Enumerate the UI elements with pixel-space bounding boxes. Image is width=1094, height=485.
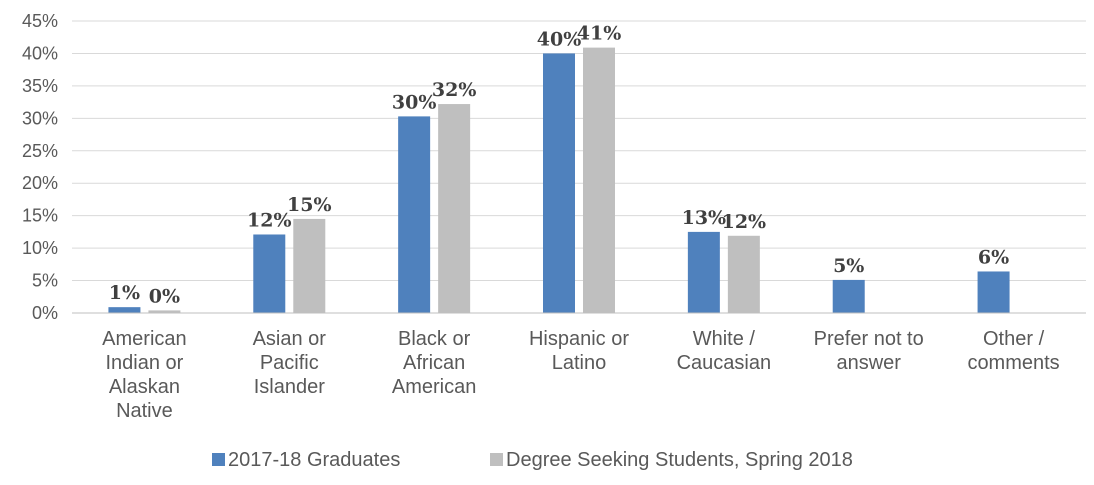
y-tick-label: 45%: [22, 11, 58, 31]
y-tick-label: 20%: [22, 173, 58, 193]
data-label: 1%: [109, 282, 140, 304]
y-tick-label: 15%: [22, 206, 58, 226]
bar: [293, 218, 326, 313]
bar: [438, 104, 471, 314]
y-tick-label: 25%: [22, 141, 58, 161]
legend-swatch: [490, 453, 503, 466]
y-tick-label: 5%: [32, 271, 58, 291]
category-labels: American Indian or Alaskan Native Asian or Pa…: [102, 328, 1060, 422]
y-tick-label: 10%: [22, 238, 58, 258]
data-label: 15%: [287, 194, 332, 216]
data-label: 32%: [432, 79, 477, 101]
bars: [108, 47, 1010, 314]
category-label: Asian or Pacific Islander: [253, 328, 327, 398]
data-label: 30%: [392, 91, 437, 113]
legend-swatch: [212, 453, 225, 466]
category-label: White / Caucasian: [677, 328, 772, 374]
bar: [148, 310, 181, 313]
category-label: Black or African American: [392, 328, 476, 398]
category-label: American Indian or Alaskan Native: [102, 328, 186, 422]
y-tick-label: 40%: [22, 43, 58, 63]
bar: [687, 231, 720, 313]
bar: [583, 47, 615, 314]
legend-label: 2017-18 Graduates: [228, 449, 400, 471]
legend: 2017-18 Graduates Degree Seeking Students…: [212, 449, 853, 471]
data-label: 41%: [577, 23, 622, 45]
data-label: 6%: [978, 246, 1009, 268]
bar: [253, 234, 286, 313]
gridlines: [72, 20, 1086, 282]
bar: [543, 53, 575, 313]
bar: [832, 279, 865, 313]
y-tick-label: 35%: [22, 76, 58, 96]
data-labels: 1% 0%12%15%30%32%40%41%13%12%5% 6%: [109, 23, 1009, 308]
bar: [977, 271, 1010, 313]
data-label: 40%: [537, 28, 582, 50]
category-label: Prefer not to answer: [814, 328, 924, 374]
y-tick-label: 0%: [32, 303, 58, 323]
category-label: Other / comments: [967, 328, 1059, 374]
data-label: 12%: [722, 211, 767, 233]
bar: [727, 235, 760, 313]
data-label: 13%: [682, 207, 727, 229]
y-axis-ticks: 0% 5% 10% 15% 20% 25% 30% 35% 40% 45%: [22, 11, 58, 323]
category-label: Hispanic or Latino: [529, 328, 629, 374]
data-label: 5%: [833, 255, 864, 277]
data-label: 0%: [149, 285, 180, 307]
bar: [108, 307, 141, 313]
y-tick-label: 30%: [22, 108, 58, 128]
bar: [398, 116, 431, 314]
legend-label: Degree Seeking Students, Spring 2018: [506, 449, 853, 471]
data-label: 12%: [247, 209, 292, 231]
